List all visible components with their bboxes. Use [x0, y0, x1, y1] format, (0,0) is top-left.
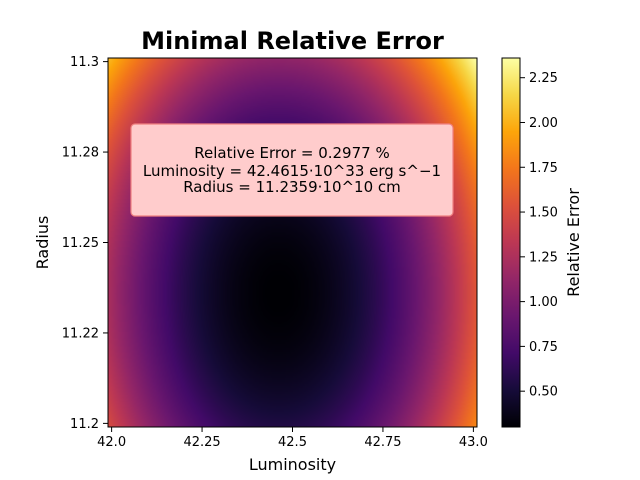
x-tick-label: 42.0	[97, 435, 126, 450]
y-tick-label: 11.25	[62, 236, 99, 251]
colorbar-tick-label: 1.00	[529, 295, 558, 310]
colorbar-tick-label: 2.00	[529, 116, 558, 131]
y-axis: 11.2 11.22 11.25 11.28 11.3	[62, 55, 108, 432]
colorbar-gradient	[501, 57, 521, 428]
y-tick-label: 11.3	[70, 55, 99, 70]
x-tick-label: 42.25	[183, 435, 220, 450]
annotation-relative-error: Relative Error = 0.2977 %	[194, 144, 389, 162]
y-axis-label: Radius	[33, 216, 52, 270]
heatmap-plot-area	[108, 58, 477, 427]
x-tick-label: 42.5	[278, 435, 307, 450]
colorbar-tick-label: 1.25	[529, 250, 558, 265]
colorbar-label: Relative Error	[564, 188, 583, 297]
annotation-luminosity: Luminosity = 42.4615·10^33 erg s^−1	[143, 162, 441, 180]
x-axis-label: Luminosity	[249, 455, 336, 474]
y-tick-label: 11.22	[62, 326, 99, 341]
heatmap-image	[108, 58, 477, 427]
colorbar: 0.50 0.75 1.00 1.25 1.50 1.75 2.00 2.25	[501, 57, 558, 428]
x-axis: 42.0 42.25 42.5 42.75 43.0	[97, 427, 488, 450]
colorbar-tick-label: 2.25	[529, 71, 558, 86]
y-tick-label: 11.2	[70, 417, 99, 432]
x-tick-label: 42.75	[364, 435, 401, 450]
chart-title: Minimal Relative Error	[141, 27, 444, 55]
colorbar-tick-label: 0.75	[529, 340, 558, 355]
x-tick-label: 43.0	[459, 435, 488, 450]
annotation-box: Relative Error = 0.2977 % Luminosity = 4…	[130, 123, 454, 217]
annotation-radius: Radius = 11.2359·10^10 cm	[183, 178, 401, 196]
colorbar-tick-label: 1.50	[529, 206, 558, 221]
y-tick-label: 11.28	[62, 146, 99, 161]
colorbar-tick-label: 1.75	[529, 161, 558, 176]
colorbar-tick-label: 0.50	[529, 385, 558, 400]
